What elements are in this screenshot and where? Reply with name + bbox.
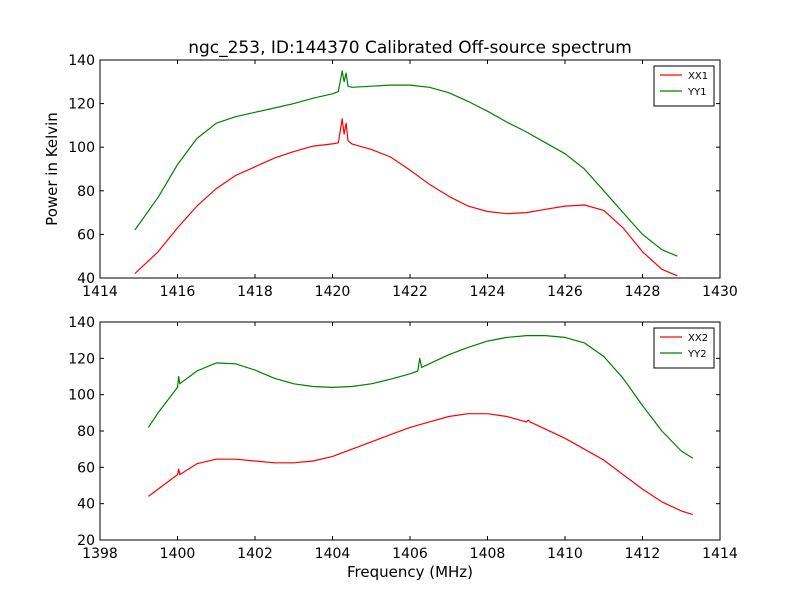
y-tick-label: 100 — [68, 140, 95, 156]
x-axis-label: Frequency (MHz) — [347, 563, 473, 581]
y-tick-label: 20 — [77, 533, 95, 549]
x-tick-label: 1428 — [625, 284, 661, 300]
y-tick-label: 40 — [77, 497, 95, 513]
legend-box — [653, 65, 715, 107]
x-tick-label: 1414 — [702, 546, 738, 562]
y-tick-label: 60 — [77, 460, 95, 476]
x-tick-label: 1402 — [237, 546, 273, 562]
y-axis-label: Power in Kelvin — [43, 112, 61, 226]
x-tick-label: 1420 — [315, 284, 351, 300]
bottom-panel: 1398 1400 1402 1404 1406 1408 1410 1412 1414 20 40… — [68, 315, 738, 562]
y-tick-label: 120 — [68, 97, 95, 113]
x-tick-label: 1410 — [547, 546, 583, 562]
x-tick-label: 1408 — [470, 546, 506, 562]
y-tick-label: 80 — [77, 184, 95, 200]
x-tick-label: 1418 — [237, 284, 273, 300]
series-line-yy1 — [134, 70, 678, 257]
x-tick-label: 1416 — [160, 284, 196, 300]
series-line-xx1 — [134, 118, 678, 277]
x-tick-label: 1400 — [160, 546, 196, 562]
top-panel: 1414 1416 1418 1420 1422 1424 1426 1428 1430 40 60… — [68, 53, 738, 300]
legend-box — [653, 327, 715, 369]
chart-title: ngc_253, ID:144370 Calibrated Off-source… — [188, 38, 632, 58]
y-tick-label: 140 — [68, 315, 95, 331]
y-tick-label: 100 — [68, 388, 95, 404]
x-tick-label: 1422 — [392, 284, 428, 300]
x-tick-label: 1412 — [625, 546, 661, 562]
y-tick-label: 80 — [77, 424, 95, 440]
legend-entry-xx1: XX1 — [688, 71, 708, 82]
x-tick-label: 1424 — [470, 284, 506, 300]
y-tick-label: 140 — [68, 53, 95, 69]
x-tick-label: 1404 — [315, 546, 351, 562]
x-tick-label: 1406 — [392, 546, 428, 562]
y-tick-label: 120 — [68, 351, 95, 367]
x-tick-label: 1398 — [82, 546, 118, 562]
series-line-yy2 — [147, 335, 694, 459]
legend-entry-xx2: XX2 — [688, 333, 708, 344]
legend-entry-yy1: YY1 — [687, 87, 707, 98]
y-tick-label: 40 — [77, 271, 95, 287]
series-line-xx2 — [148, 413, 694, 516]
x-tick-label: 1430 — [702, 284, 738, 300]
legend-entry-yy2: YY2 — [687, 349, 707, 360]
x-tick-label: 1414 — [82, 284, 118, 300]
y-tick-label: 60 — [77, 227, 95, 243]
x-tick-label: 1426 — [547, 284, 583, 300]
